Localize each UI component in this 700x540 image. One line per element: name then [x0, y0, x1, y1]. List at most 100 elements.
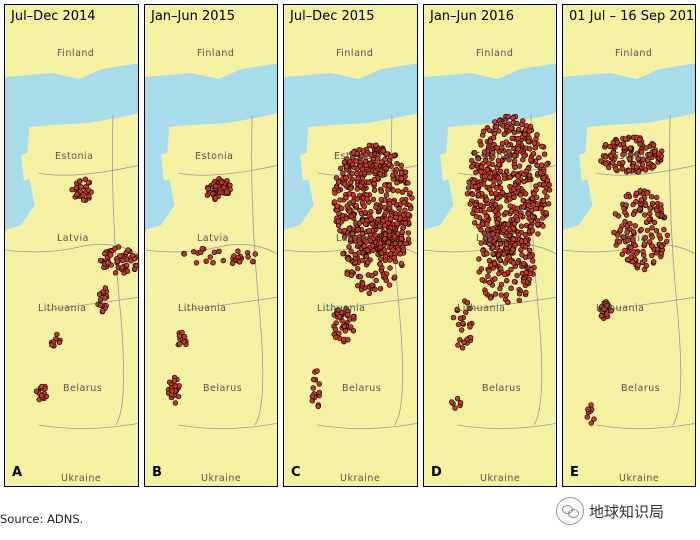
outbreak-point — [641, 241, 648, 247]
outbreak-point — [49, 342, 55, 348]
outbreak-point — [366, 228, 372, 234]
outbreak-point — [526, 172, 533, 179]
outbreak-point — [38, 383, 45, 390]
outbreak-point — [496, 128, 502, 134]
outbreak-point — [611, 229, 617, 236]
outbreak-point — [623, 193, 629, 199]
outbreak-point — [525, 211, 532, 217]
outbreak-point — [486, 279, 493, 286]
outbreak-point — [601, 306, 607, 312]
outbreak-point — [486, 258, 493, 264]
outbreak-point — [649, 243, 655, 249]
outbreak-point — [379, 159, 385, 165]
outbreak-point — [514, 120, 520, 127]
outbreak-point — [449, 399, 455, 405]
outbreak-point — [529, 195, 536, 202]
outbreak-point — [400, 247, 407, 253]
outbreak-point — [211, 249, 218, 256]
outbreak-point — [350, 328, 357, 334]
outbreak-point — [632, 223, 638, 229]
outbreak-point — [399, 229, 405, 235]
map-svg — [284, 63, 417, 429]
outbreak-point — [543, 210, 549, 216]
outbreak-point — [69, 187, 75, 193]
outbreak-point — [102, 285, 109, 291]
outbreak-point — [638, 149, 645, 155]
outbreak-point — [85, 179, 92, 186]
outbreak-point — [464, 191, 471, 197]
outbreak-point — [341, 159, 348, 165]
outbreak-point — [481, 149, 488, 155]
outbreak-point — [210, 260, 216, 266]
outbreak-point — [515, 135, 521, 142]
country-border — [185, 296, 277, 311]
outbreak-point — [373, 277, 379, 284]
outbreak-point — [205, 186, 211, 192]
outbreak-point — [97, 257, 104, 264]
outbreak-point — [458, 327, 465, 333]
sea-area — [563, 63, 695, 230]
country-label-belarus: Belarus — [342, 383, 382, 394]
outbreak-point — [503, 168, 510, 175]
outbreak-point — [623, 202, 629, 208]
outbreak-point — [541, 189, 548, 195]
outbreak-point — [534, 221, 541, 228]
outbreak-point — [493, 123, 500, 130]
outbreak-point — [454, 306, 460, 312]
outbreak-point — [359, 281, 366, 287]
outbreak-point — [310, 385, 316, 391]
outbreak-point — [546, 182, 552, 188]
country-border — [45, 296, 138, 311]
outbreak-point — [528, 266, 534, 273]
outbreak-point — [617, 227, 624, 233]
outbreak-point — [654, 246, 661, 253]
country-label-finland: Finland — [476, 48, 514, 59]
outbreak-point — [501, 251, 507, 257]
outbreak-point — [348, 248, 354, 255]
outbreak-point — [658, 206, 664, 212]
panel-c: Jul–Dec 2015 C Finland Estonia Latvia Lithu… — [283, 4, 418, 487]
outbreak-point — [335, 307, 341, 313]
outbreak-point — [181, 251, 187, 257]
outbreak-point — [366, 290, 373, 296]
outbreak-point — [80, 192, 86, 198]
outbreak-point — [235, 248, 241, 254]
outbreak-point — [107, 252, 114, 258]
panel-letter: D — [431, 465, 442, 480]
outbreak-point — [380, 218, 386, 224]
outbreak-point — [357, 183, 364, 189]
outbreak-point — [510, 186, 517, 192]
outbreak-point — [515, 184, 521, 191]
outbreak-point — [315, 403, 321, 409]
outbreak-point — [485, 273, 491, 279]
outbreak-point — [520, 197, 526, 204]
outbreak-point — [540, 223, 546, 229]
outbreak-point — [651, 219, 658, 226]
outbreak-point — [381, 247, 388, 253]
outbreak-point — [374, 156, 381, 162]
outbreak-point — [364, 247, 371, 253]
outbreak-point — [382, 236, 388, 242]
outbreak-point — [340, 170, 346, 177]
outbreak-point — [365, 179, 372, 186]
outbreak-point — [497, 204, 504, 210]
outbreak-point — [501, 175, 508, 182]
outbreak-point — [229, 260, 236, 266]
outbreak-point — [519, 121, 525, 128]
country-border — [145, 243, 277, 255]
outbreak-point — [636, 136, 643, 143]
outbreak-point — [518, 223, 525, 229]
outbreak-point — [364, 196, 370, 202]
outbreak-point — [492, 291, 499, 297]
outbreak-point — [644, 157, 651, 163]
outbreak-point — [341, 234, 348, 240]
outbreak-point — [349, 170, 355, 177]
outbreak-point — [125, 247, 131, 253]
outbreak-point — [358, 153, 365, 159]
outbreak-point — [119, 257, 126, 264]
outbreak-point — [250, 258, 256, 265]
panel-letter: E — [570, 465, 579, 480]
outbreak-point — [473, 213, 480, 220]
outbreak-point — [341, 181, 348, 187]
outbreak-point — [346, 226, 353, 232]
